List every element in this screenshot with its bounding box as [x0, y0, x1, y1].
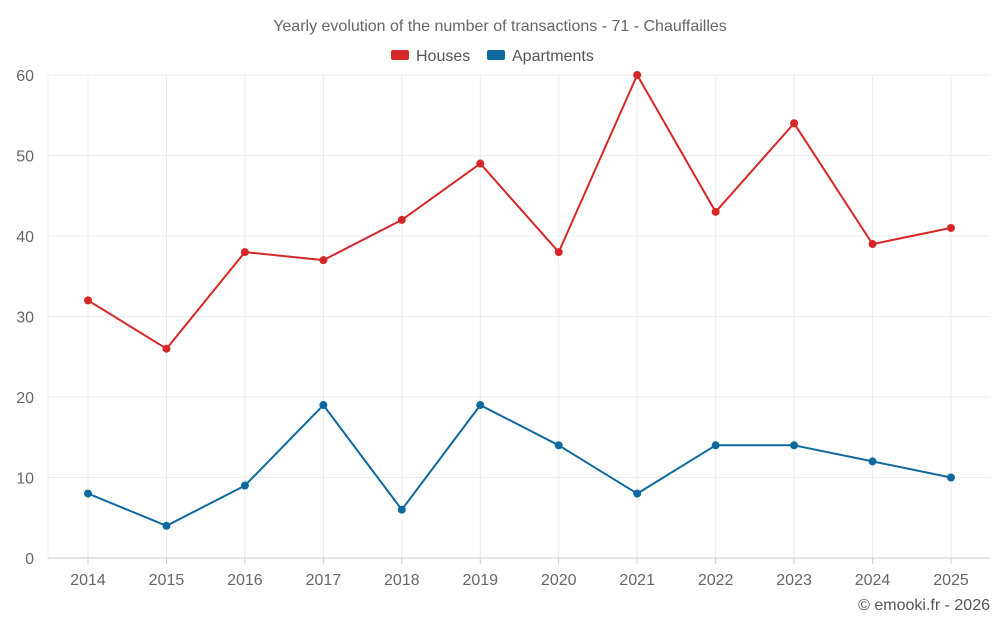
chart-title: Yearly evolution of the number of transa…: [273, 18, 727, 35]
data-point-houses[interactable]: Houses 2019: 49: [476, 159, 485, 168]
y-tick-label: 50: [16, 149, 34, 166]
data-point-houses[interactable]: Houses 2014: 32: [84, 296, 92, 305]
legend-label-apartments: Apartments: [512, 48, 594, 65]
x-tick-label: 2022: [698, 572, 734, 589]
y-tick-label: 20: [16, 390, 34, 407]
x-tick-label: 2017: [306, 572, 342, 589]
data-point-houses[interactable]: Houses 2018: 42: [397, 215, 406, 224]
series-layer: Houses 2014: 32 Houses 2015: 26 Houses 201…: [84, 71, 955, 530]
x-tick-label: 2024: [855, 572, 891, 589]
x-tick-label: 2021: [619, 572, 655, 589]
data-point-apartments[interactable]: Apartments 2018: 6: [397, 505, 406, 514]
x-tick-label: 2014: [70, 572, 106, 589]
series-line-houses: [87, 74, 952, 350]
data-point-apartments[interactable]: Apartments 2021: 8: [633, 489, 642, 498]
data-point-houses[interactable]: Houses 2022: 43: [711, 207, 720, 216]
data-point-houses[interactable]: Houses 2017: 37: [319, 256, 328, 265]
data-point-apartments[interactable]: Apartments 2019: 19: [476, 401, 485, 410]
y-tick-label: 40: [16, 229, 34, 246]
data-point-apartments[interactable]: Apartments 2022: 14: [711, 441, 720, 450]
x-tick-label: 2023: [776, 572, 812, 589]
y-tick-label: 0: [25, 551, 34, 568]
data-point-apartments[interactable]: Apartments 2014: 8: [84, 489, 92, 498]
data-point-apartments[interactable]: Apartments 2023: 14: [790, 441, 799, 450]
series-houses: Houses 2014: 32 Houses 2015: 26 Houses 201…: [84, 71, 955, 353]
credit-text: © emooki.fr - 2026: [858, 597, 990, 614]
legend-item-houses[interactable]: Houses: [391, 48, 470, 65]
x-tick-label: 2016: [227, 572, 263, 589]
data-point-houses[interactable]: Houses 2021: 60: [633, 71, 642, 79]
data-point-houses[interactable]: Houses 2020: 38: [554, 248, 563, 257]
series-line-apartments: [87, 404, 952, 527]
legend-swatch-houses: [391, 50, 409, 60]
x-tick-label: 2019: [462, 572, 498, 589]
data-point-apartments[interactable]: Apartments 2025: 10: [947, 473, 955, 482]
legend-swatch-apartments: [487, 50, 505, 60]
data-point-apartments[interactable]: Apartments 2015: 4: [162, 521, 171, 530]
x-tick-label: 2025: [933, 572, 969, 589]
x-tick-label: 2020: [541, 572, 577, 589]
data-point-houses[interactable]: Houses 2023: 54: [790, 119, 799, 128]
x-tick-label: 2015: [149, 572, 185, 589]
data-point-houses[interactable]: Houses 2016: 38: [240, 248, 249, 257]
data-point-apartments[interactable]: Apartments 2016: 9: [240, 481, 249, 490]
data-point-apartments[interactable]: Apartments 2017: 19: [319, 401, 328, 410]
data-point-houses[interactable]: Houses 2025: 41: [947, 223, 955, 232]
data-point-apartments[interactable]: Apartments 2024: 12: [868, 457, 877, 466]
legend: Houses Apartments: [391, 48, 594, 65]
data-point-houses[interactable]: Houses 2024: 39: [868, 240, 877, 249]
data-point-apartments[interactable]: Apartments 2020: 14: [554, 441, 563, 450]
y-tick-label: 10: [16, 471, 34, 488]
grid: [48, 74, 990, 558]
legend-item-apartments[interactable]: Apartments: [487, 48, 594, 65]
y-tick-label: 30: [16, 310, 34, 327]
series-apartments: Apartments 2014: 8 Apartments 2015: 4 Apar…: [84, 401, 955, 530]
data-point-houses[interactable]: Houses 2015: 26: [162, 344, 171, 353]
x-tick-label: 2018: [384, 572, 420, 589]
y-tick-label: 60: [16, 68, 34, 85]
legend-label-houses: Houses: [416, 48, 470, 65]
axes: 0 10 20 30 40 50 60 2014 2015 2016 2017 2018 2019 202…: [16, 68, 990, 589]
